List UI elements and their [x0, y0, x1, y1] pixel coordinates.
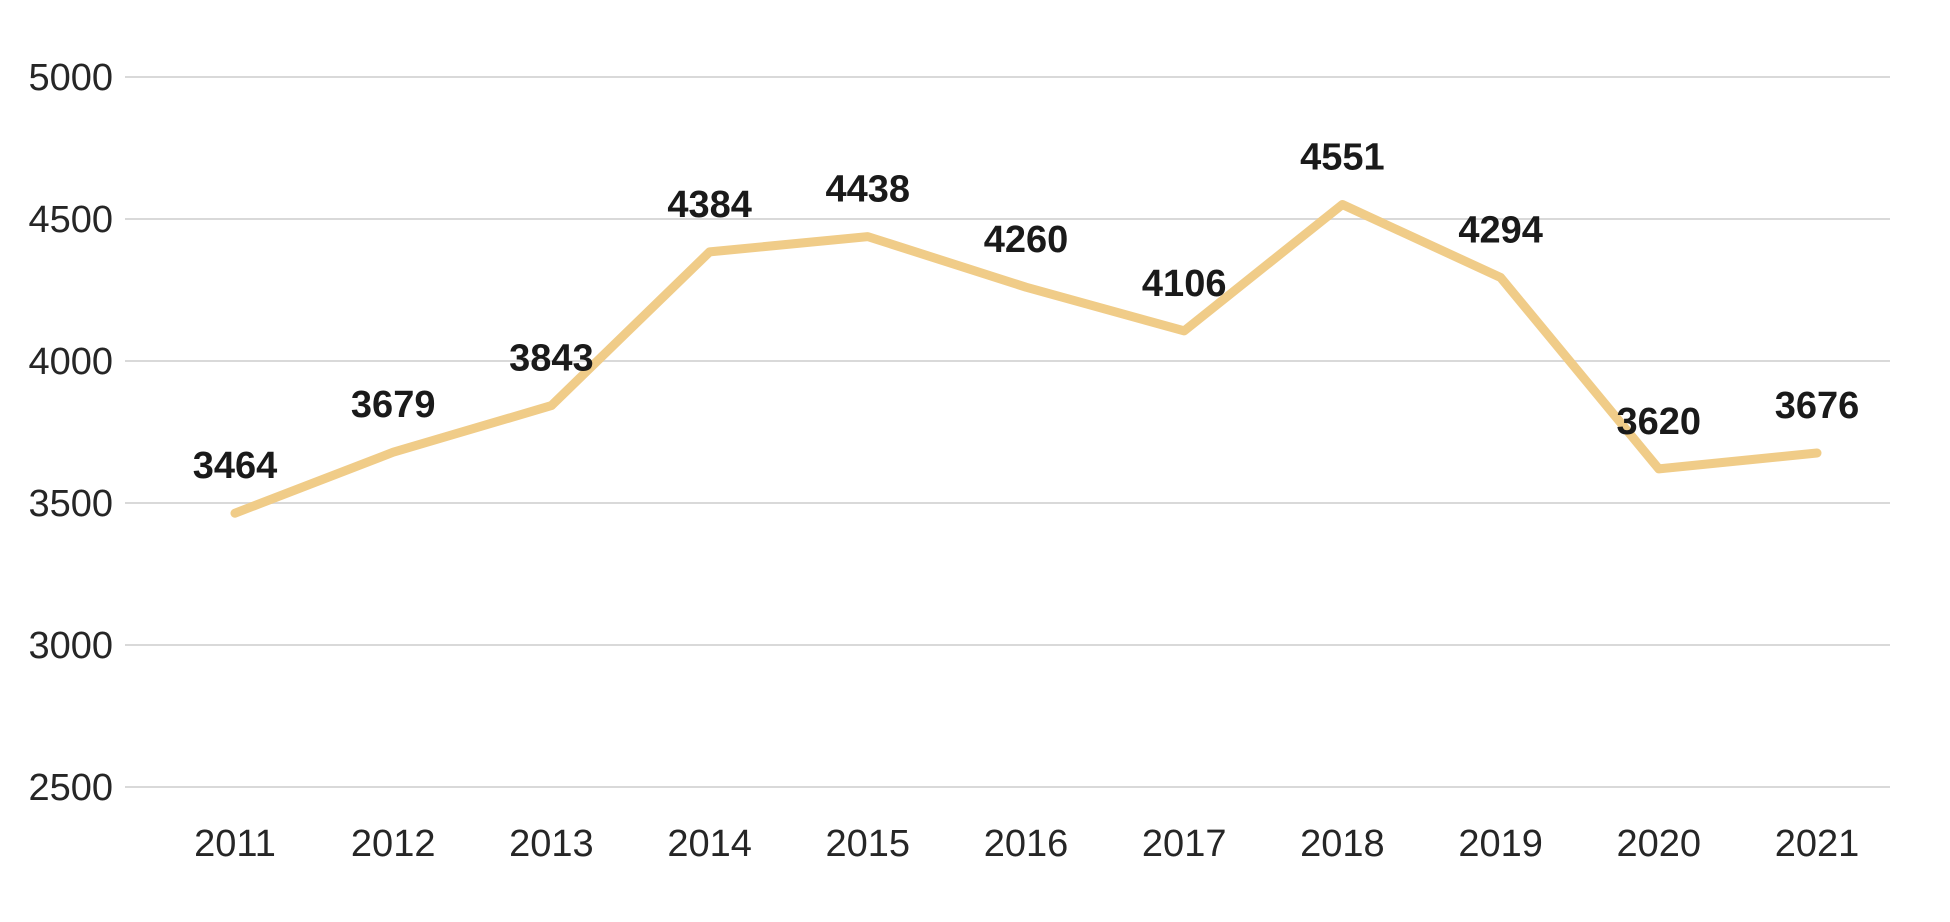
x-tick-label: 2012 — [351, 823, 436, 865]
data-label: 4294 — [1458, 210, 1543, 252]
y-tick-label: 3000 — [28, 625, 113, 667]
x-tick-label: 2013 — [509, 823, 594, 865]
data-label: 4384 — [667, 184, 752, 226]
data-label: 3620 — [1617, 401, 1702, 443]
y-tick-label: 4500 — [28, 199, 113, 241]
y-tick-label: 2500 — [28, 767, 113, 809]
y-tick-label: 3500 — [28, 483, 113, 525]
y-tick-label: 4000 — [28, 341, 113, 383]
x-tick-label: 2017 — [1142, 823, 1227, 865]
x-tick-label: 2015 — [826, 823, 911, 865]
data-label: 4106 — [1142, 263, 1227, 305]
data-label: 3679 — [351, 384, 436, 426]
x-tick-label: 2011 — [194, 823, 276, 865]
x-tick-label: 2016 — [984, 823, 1069, 865]
series-line — [230, 200, 1822, 518]
data-label: 4551 — [1300, 137, 1385, 179]
data-label: 3676 — [1775, 385, 1860, 427]
data-label: 4260 — [984, 219, 1069, 261]
x-tick-label: 2021 — [1775, 823, 1860, 865]
x-tick-label: 2020 — [1617, 823, 1702, 865]
y-tick-label: 5000 — [28, 57, 113, 99]
x-tick-label: 2019 — [1458, 823, 1543, 865]
data-label: 3464 — [193, 445, 278, 487]
x-tick-label: 2014 — [667, 823, 752, 865]
data-label: 3843 — [509, 338, 594, 380]
x-tick-label: 2018 — [1300, 823, 1385, 865]
data-label: 4438 — [826, 169, 911, 211]
